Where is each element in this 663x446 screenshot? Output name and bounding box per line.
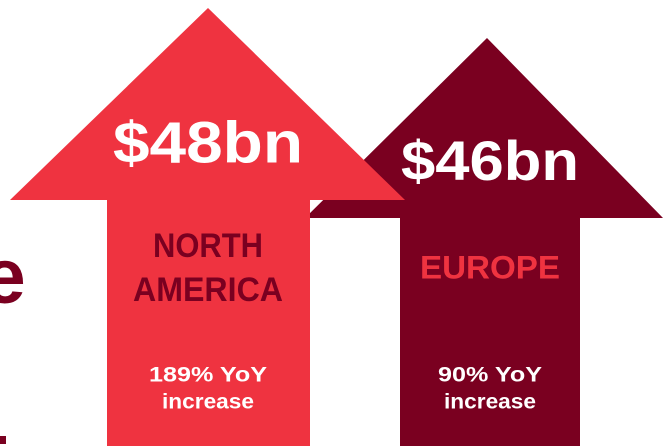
europe-arrow (305, 38, 663, 446)
change: increase (444, 391, 536, 414)
change: 189% YoY (149, 364, 267, 387)
cut-mark (0, 436, 6, 444)
value: $46bn (401, 129, 579, 192)
change: increase (162, 391, 254, 414)
change: 90% YoY (438, 364, 542, 387)
north-america-arrow (10, 8, 405, 446)
region: NORTH (153, 227, 263, 265)
cut-text: e (0, 232, 26, 320)
region: EUROPE (420, 249, 560, 285)
value: $48bn (113, 110, 303, 175)
region: AMERICA (133, 271, 283, 309)
